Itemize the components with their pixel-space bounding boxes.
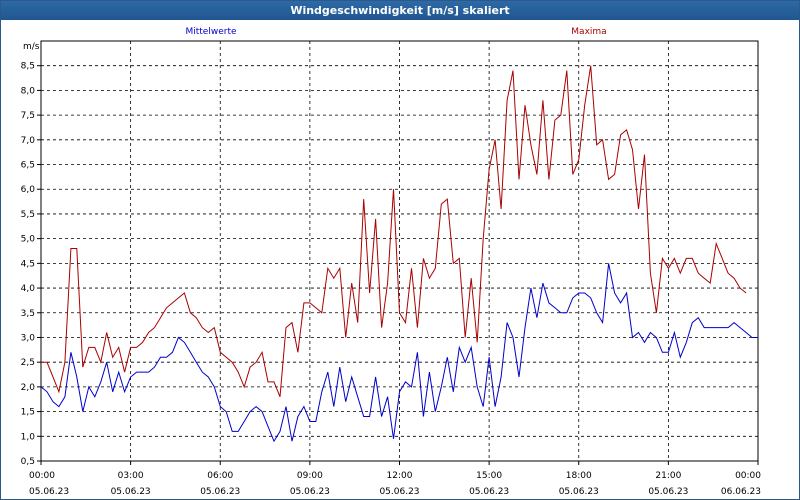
y-tick-label: 5,0 bbox=[21, 235, 36, 245]
y-tick-label: 0,5 bbox=[21, 457, 35, 467]
x-tick-date: 05.06.23 bbox=[290, 487, 330, 497]
y-axis-label: m/s bbox=[23, 42, 40, 52]
x-tick-time: 12:00 bbox=[387, 471, 413, 481]
y-tick-label: 7,0 bbox=[21, 136, 36, 146]
y-tick-label: 8,0 bbox=[21, 86, 36, 96]
x-tick-time: 06:00 bbox=[207, 471, 233, 481]
legend-maxima: Maxima bbox=[571, 27, 606, 37]
legend-mittelwerte: Mittelwerte bbox=[185, 27, 236, 37]
x-tick-time: 00:00 bbox=[735, 471, 761, 481]
axes: 0,5 1,0 1,5 2,0 2,5 3,0 3,5 4,0 4,5 5,0 5,5 6,0 6,5 7… bbox=[21, 62, 762, 497]
y-tick-label: 4,0 bbox=[21, 284, 36, 294]
series-line-mittelwerte bbox=[40, 263, 758, 443]
series-lines bbox=[40, 65, 758, 443]
x-tick-date: 05.06.23 bbox=[648, 487, 688, 497]
x-tick-date: 05.06.23 bbox=[200, 487, 240, 497]
x-tick-date: 05.06.23 bbox=[559, 487, 599, 497]
y-tick-label: 3,0 bbox=[21, 333, 36, 343]
series-line-maxima bbox=[41, 65, 747, 397]
x-tick-time: 15:00 bbox=[476, 471, 502, 481]
y-tick-label: 4,5 bbox=[21, 259, 35, 269]
y-tick-label: 7,5 bbox=[21, 111, 35, 121]
y-tick-label: 2,5 bbox=[21, 358, 35, 368]
x-tick-time: 03:00 bbox=[118, 471, 144, 481]
x-tick-time: 00:00 bbox=[29, 471, 55, 481]
x-tick-date: 05.06.23 bbox=[469, 487, 509, 497]
x-tick-date: 06.06.23 bbox=[721, 487, 761, 497]
y-tick-label: 6,0 bbox=[21, 185, 36, 195]
x-tick-date: 05.06.23 bbox=[29, 487, 69, 497]
y-tick-label: 3,5 bbox=[21, 309, 35, 319]
y-tick-label: 1,5 bbox=[21, 408, 35, 418]
x-tick-date: 05.06.23 bbox=[111, 487, 151, 497]
x-tick-time: 09:00 bbox=[297, 471, 323, 481]
x-tick-date: 05.06.23 bbox=[379, 487, 419, 497]
y-tick-label: 5,5 bbox=[21, 210, 35, 220]
y-tick-label: 1,0 bbox=[21, 432, 36, 442]
x-tick-time: 21:00 bbox=[655, 471, 681, 481]
window-title: Windgeschwindigkeit [m/s] skaliert bbox=[1, 1, 799, 20]
y-tick-label: 6,5 bbox=[21, 161, 35, 171]
y-tick-label: 2,0 bbox=[21, 383, 36, 393]
y-tick-label: 8,5 bbox=[21, 62, 35, 72]
x-tick-time: 18:00 bbox=[566, 471, 592, 481]
